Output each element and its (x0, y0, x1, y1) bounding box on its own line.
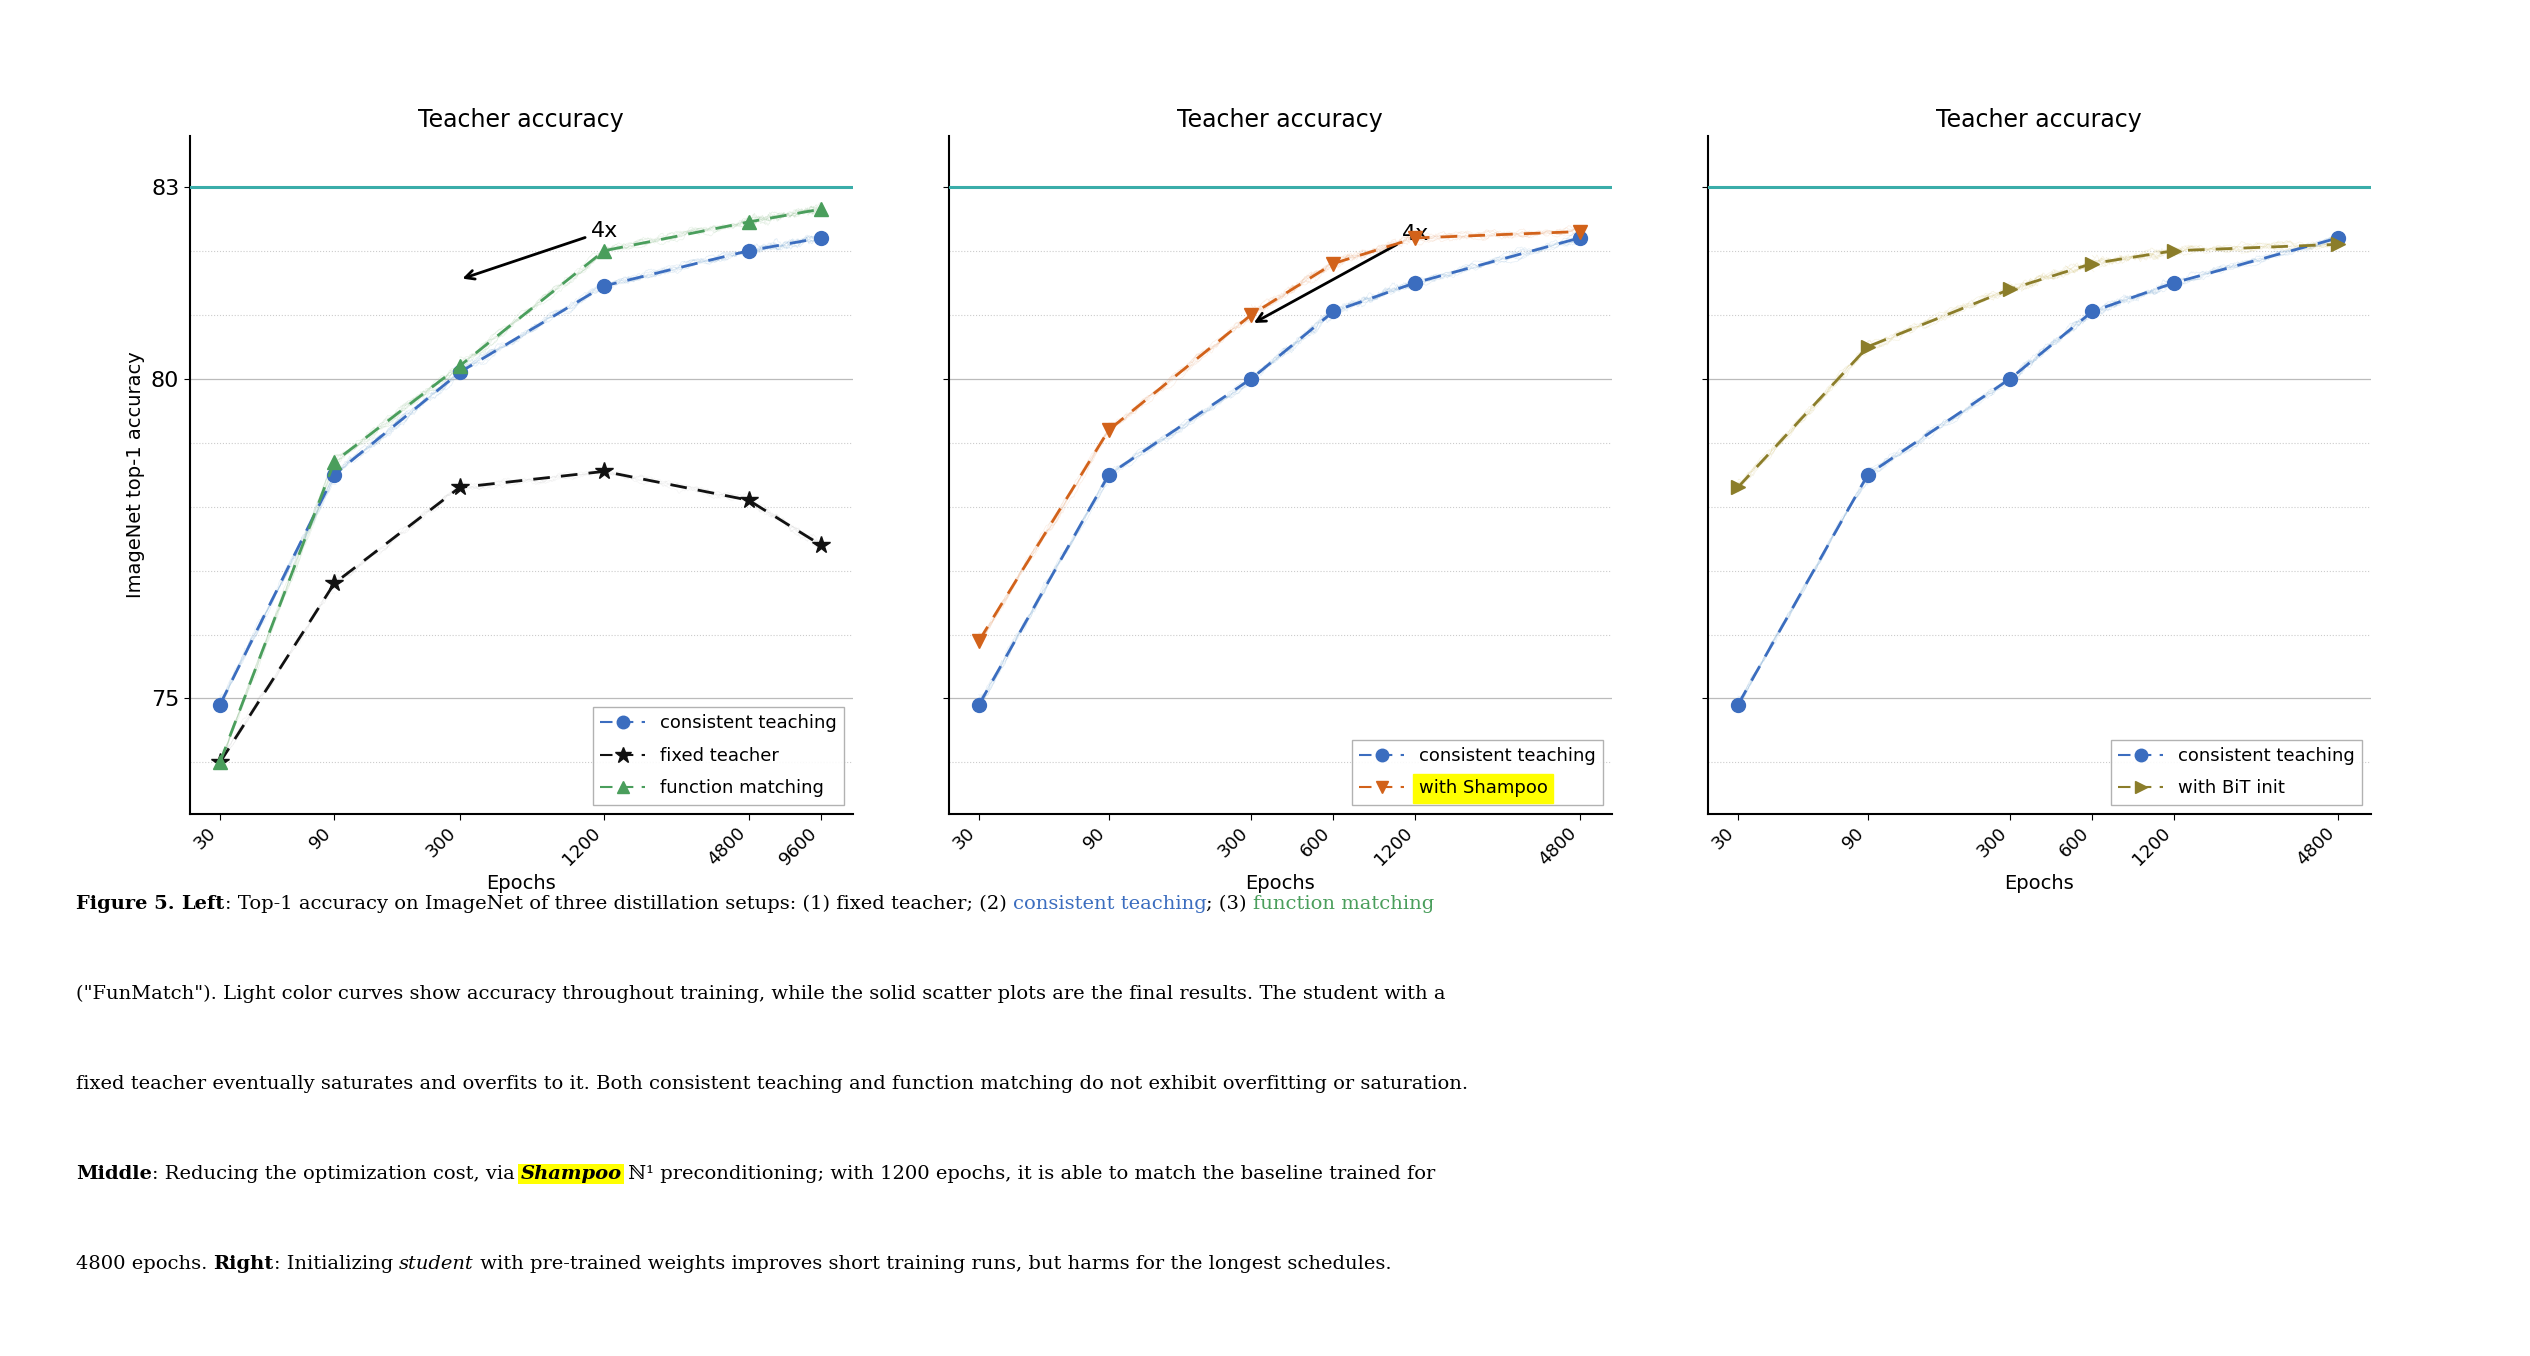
Text: Middle: Middle (76, 1165, 152, 1182)
Text: Left: Left (182, 895, 225, 913)
Text: Figure 5.: Figure 5. (76, 895, 182, 913)
Text: 4x: 4x (1257, 224, 1429, 321)
Text: : Top-1 accuracy on ImageNet of three distillation setups: (1) fixed teacher; (2: : Top-1 accuracy on ImageNet of three di… (225, 895, 1012, 914)
Text: with pre-trained weights improves short training runs, but harms for the longest: with pre-trained weights improves short … (473, 1254, 1392, 1273)
Text: ("FunMatch"). Light color curves show accuracy throughout training, while the so: ("FunMatch"). Light color curves show ac… (76, 984, 1445, 1003)
Bar (519, 1163, 625, 1184)
Text: ; (3): ; (3) (1207, 895, 1252, 913)
Title: Teacher accuracy: Teacher accuracy (1935, 108, 2143, 133)
Y-axis label: ImageNet top-1 accuracy: ImageNet top-1 accuracy (126, 351, 144, 598)
Title: Teacher accuracy: Teacher accuracy (1176, 108, 1384, 133)
Text: fixed teacher eventually saturates and overfits to it. Both consistent teaching : fixed teacher eventually saturates and o… (76, 1075, 1467, 1093)
Legend: consistent teaching, with Shampoo: consistent teaching, with Shampoo (1351, 739, 1601, 804)
Text: function matching: function matching (1252, 895, 1435, 913)
Text: : Reducing the optimization cost, via: : Reducing the optimization cost, via (152, 1165, 521, 1182)
Text: : Initializing: : Initializing (273, 1254, 400, 1273)
Text: consistent teaching: consistent teaching (1012, 895, 1207, 913)
X-axis label: Epochs: Epochs (1245, 875, 1316, 894)
Title: Teacher accuracy: Teacher accuracy (417, 108, 625, 133)
Text: Right: Right (213, 1254, 273, 1273)
Text: Shampoo: Shampoo (521, 1165, 622, 1182)
X-axis label: Epochs: Epochs (486, 875, 557, 894)
Text: 4x: 4x (466, 221, 617, 279)
X-axis label: Epochs: Epochs (2004, 875, 2075, 894)
Legend: consistent teaching, with BiT init: consistent teaching, with BiT init (2110, 739, 2360, 804)
Text: 4800 epochs.: 4800 epochs. (76, 1254, 213, 1273)
Text: student: student (400, 1254, 473, 1273)
Text: ℕ¹ preconditioning; with 1200 epochs, it is able to match the baseline trained f: ℕ¹ preconditioning; with 1200 epochs, it… (622, 1165, 1435, 1182)
Legend: consistent teaching, fixed teacher, function matching: consistent teaching, fixed teacher, func… (592, 708, 842, 804)
